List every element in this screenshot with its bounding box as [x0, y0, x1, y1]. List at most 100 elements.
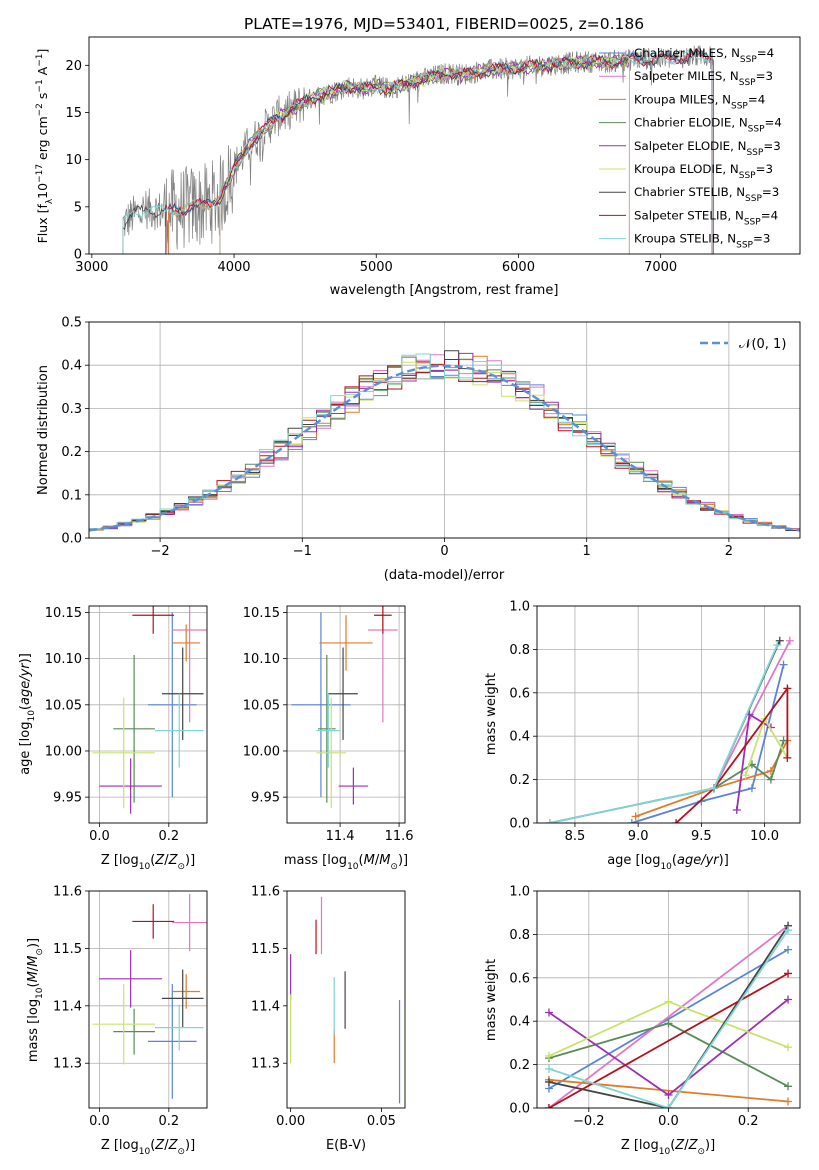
- y-tick-label: 9.95: [251, 791, 280, 806]
- y-tick-label: 0.4: [509, 1015, 530, 1030]
- y-tick-label: 11.3: [251, 1057, 280, 1072]
- y-tick-label: 10.10: [243, 652, 280, 667]
- observed-spectrum: [122, 45, 714, 254]
- y-tick-label: 0.0: [61, 532, 82, 547]
- y-tick-label: 0: [74, 248, 82, 263]
- y-tick-label: 0.5: [61, 316, 82, 331]
- x-tick-label: 0: [440, 544, 448, 559]
- weight-line-chabrier_stelib: [548, 925, 789, 1108]
- x-tick-label: 10.0: [750, 829, 779, 844]
- plot-area-weight-vs-age: [545, 636, 794, 823]
- axes-frame: [536, 890, 801, 1109]
- y-axis-label: age [log10(age/yr)]: [18, 653, 37, 775]
- plot-area-age-vs-mass: [291, 606, 398, 809]
- weight-marker-chabrier_miles: [784, 945, 793, 954]
- weight-marker-salpeter_stelib: [783, 684, 792, 693]
- x-axis-label: E(B-V): [326, 1138, 366, 1153]
- axes-frame: [88, 605, 208, 824]
- legend-entry: Kroupa STELIB, NSSP=3: [634, 232, 770, 251]
- y-tick-label: 5: [74, 200, 82, 215]
- axes-mass-vs-ebv: 0.00 0.05 11.3 11.4 11.5 11.6 E(B-V): [251, 885, 406, 1153]
- x-axis-label: Z [log10(Z/Z⊙)]: [621, 1138, 715, 1157]
- weight-marker-kroupa_stelib: [710, 784, 719, 793]
- legend-entry: Salpeter MILES, NSSP=3: [634, 69, 773, 88]
- y-tick-label: 11.5: [53, 942, 82, 957]
- axes-weight-vs-Z: −0.2 0.0 0.2 0.0 0.2 0.4 0.6 0.8 1.0 Z [log10(Z/Z…: [484, 885, 801, 1157]
- x-tick-label: −2: [151, 544, 170, 559]
- model-spectrum-salpeter_stelib: [165, 49, 714, 254]
- y-tick-label: 0.6: [509, 686, 530, 701]
- model-spectrum-chabrier_elodie: [219, 53, 630, 254]
- legend-entry: Chabrier ELODIE, NSSP=4: [634, 116, 782, 135]
- x-tick-label: 4000: [217, 260, 250, 275]
- x-tick-label: 0.0: [89, 1114, 110, 1129]
- weight-marker-chabrier_elodie: [779, 736, 788, 745]
- normal-curve: [89, 364, 800, 532]
- y-tick-label: 1.0: [509, 885, 530, 900]
- y-axis-label: mass weight: [484, 673, 499, 755]
- axes-frame: [286, 890, 406, 1109]
- y-tick-label: 15: [65, 106, 82, 121]
- weight-marker-chabrier_elodie: [766, 775, 775, 784]
- axes-frame: [88, 321, 801, 539]
- weight-line-salpeter_stelib: [548, 972, 789, 1108]
- plot-area-age-vs-Z: [92, 606, 207, 814]
- y-tick-label: 10.15: [45, 606, 82, 621]
- weight-marker-salpeter_stelib: [783, 753, 792, 762]
- axes-age-vs-Z: 0.0 0.2 9.95 10.00 10.05 10.10 10.15 Z [log10(Z…: [18, 605, 208, 872]
- legend-entry: Salpeter STELIB, NSSP=4: [634, 208, 778, 227]
- y-tick-label: 10.10: [45, 652, 82, 667]
- weight-marker-salpeter_elodie: [784, 995, 793, 1004]
- axes-frame: [88, 36, 801, 255]
- axes-mass-vs-Z: 0.0 0.2 11.3 11.4 11.5 11.6 Z [log10(Z/Z⊙)] mas…: [26, 885, 208, 1157]
- axes-spectrum: 3000 4000 5000 6000 7000 0 5 10 15 20 wavelength […: [35, 36, 801, 298]
- x-tick-label: 0.05: [367, 1114, 396, 1129]
- x-tick-label: 0.0: [89, 829, 110, 844]
- x-tick-label: −0.2: [573, 1114, 605, 1129]
- y-tick-label: 0.2: [509, 773, 530, 788]
- x-tick-label: 0.2: [738, 1114, 759, 1129]
- plot-area-mass-vs-Z: [92, 893, 207, 1099]
- weight-marker-chabrier_stelib: [775, 636, 784, 645]
- y-tick-label: 10.05: [243, 698, 280, 713]
- weight-marker-salpeter_elodie: [732, 805, 741, 814]
- x-axis-label: mass [log10(M/M⊙)]: [284, 853, 408, 872]
- weight-line-chabrier_elodie: [713, 740, 785, 790]
- plot-area-residuals: [89, 350, 800, 533]
- y-tick-label: 0.1: [61, 488, 82, 503]
- x-axis-label: Z [log10(Z/Z⊙)]: [101, 853, 195, 872]
- y-tick-label: 0.2: [509, 1058, 530, 1073]
- weight-marker-kroupa_stelib: [545, 819, 554, 823]
- y-tick-label: 10.00: [45, 744, 82, 759]
- weight-marker-kroupa_stelib: [773, 641, 782, 650]
- weight-marker-kroupa_stelib: [784, 926, 793, 935]
- axes-frame: [88, 890, 208, 1109]
- weight-line-kroupa_stelib: [548, 929, 789, 1108]
- weight-marker-chabrier_stelib: [544, 1077, 553, 1086]
- y-tick-label: 20: [65, 59, 82, 74]
- y-tick-label: 11.6: [251, 885, 280, 900]
- weight-marker-salpeter_stelib: [544, 1104, 553, 1108]
- figure-title: PLATE=1976, MJD=53401, FIBERID=0025, z=0…: [244, 15, 644, 33]
- y-tick-label: 11.5: [251, 942, 280, 957]
- y-tick-label: 9.95: [53, 791, 82, 806]
- y-tick-label: 0.2: [61, 445, 82, 460]
- weight-marker-kroupa_miles: [631, 812, 640, 821]
- y-tick-label: 11.3: [53, 1057, 82, 1072]
- y-tick-label: 0.0: [509, 817, 530, 832]
- x-tick-label: −1: [293, 544, 312, 559]
- weight-marker-chabrier_miles: [747, 784, 756, 793]
- weight-marker-kroupa_elodie: [664, 997, 673, 1006]
- y-tick-label: 0.4: [61, 359, 82, 374]
- y-axis-label: Flux [fλ10−17 erg cm−2 s−1 A−1]: [35, 49, 55, 244]
- legend-entry: Chabrier STELIB, NSSP=3: [634, 185, 779, 204]
- y-tick-label: 0.6: [509, 971, 530, 986]
- y-tick-label: 0.8: [509, 928, 530, 943]
- x-tick-label: 1: [583, 544, 591, 559]
- x-tick-label: 9.0: [628, 829, 649, 844]
- weight-marker-kroupa_stelib: [664, 1104, 673, 1108]
- x-tick-label: 5000: [360, 260, 393, 275]
- weight-marker-chabrier_elodie: [784, 1082, 793, 1091]
